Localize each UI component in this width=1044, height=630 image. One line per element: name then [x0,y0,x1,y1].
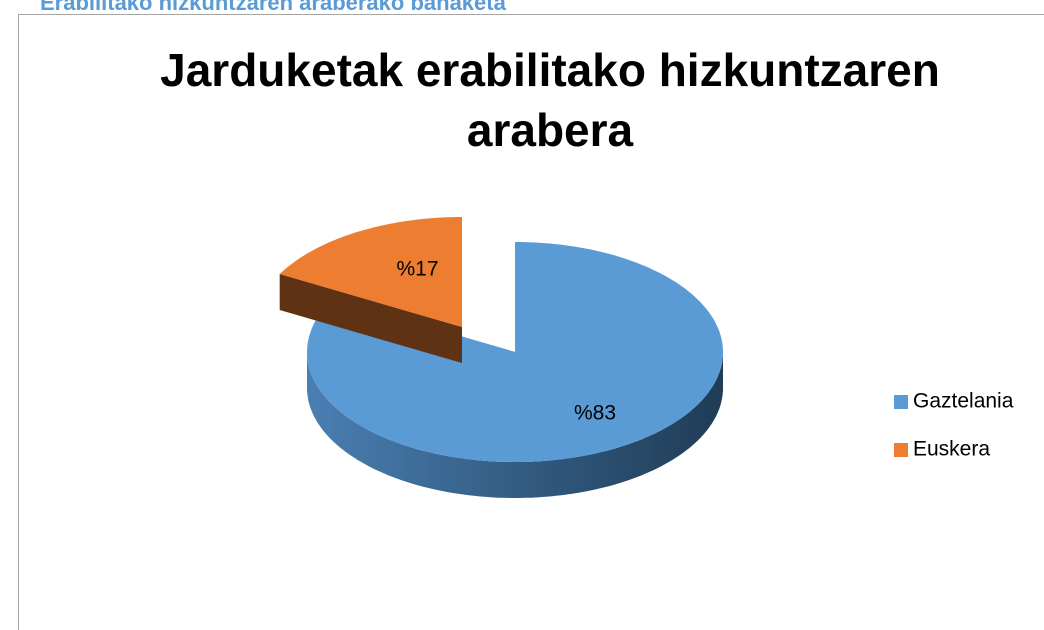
section-heading: Erabilitako hizkuntzaren araberako banak… [40,0,506,15]
slice-face [279,274,462,363]
legend-label: Gaztelania [913,390,1014,413]
slice [279,217,462,327]
slice [307,242,723,462]
legend-swatch [894,395,908,409]
data-label: %83 [574,402,616,425]
legend-label: Euskera [913,438,990,461]
slice-side [307,352,723,498]
chart-frame [18,14,1044,630]
data-label: %17 [397,258,439,281]
chart-title: Jarduketak erabilitako hizkuntzaren arab… [160,44,940,156]
legend-swatch [894,443,908,457]
